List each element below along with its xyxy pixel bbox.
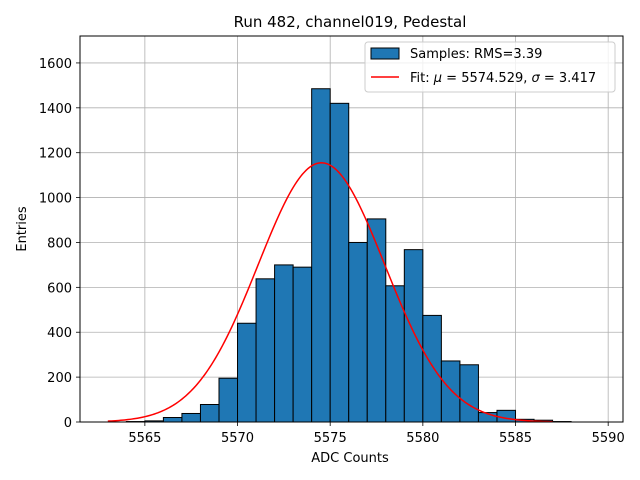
y-axis-label: Entries [15,206,30,252]
y-tick-label: 600 [47,281,72,296]
histogram-bar [218,377,239,423]
x-tick-label: 5570 [221,431,254,446]
x-tick-label: 5590 [592,431,625,446]
legend-fit-mu-symbol: μ [433,71,442,86]
y-tick-label: 0 [64,416,72,431]
histogram-bar [440,360,461,423]
axes-frame [79,35,624,423]
legend-fit-label: Fit: μ = 5574.529, σ = 3.417 [410,71,596,86]
histogram-bar [274,264,294,423]
gaussian-fit-curve [107,162,553,423]
histogram-bar [162,417,183,423]
y-tick-label: 1600 [39,57,72,72]
legend: Samples: RMS=3.39 Fit: μ = 5574.529, σ =… [364,41,616,93]
histogram-bar [366,218,387,423]
histogram-bar [199,403,220,423]
histogram-bars [125,88,572,423]
histogram-bar [403,249,424,423]
legend-samples-swatch [370,47,400,60]
legend-fit-prefix: Fit: [410,71,434,86]
histogram-bar [348,241,368,423]
y-tick-label: 200 [47,371,72,386]
y-tick-label: 400 [47,326,72,341]
histogram-bar [292,266,313,423]
x-axis-ticks: 5565 5570 5575 5580 5585 5590 [128,422,625,446]
histogram-bar [459,364,479,423]
legend-fit-sigma-symbol: σ [532,71,541,86]
legend-fit-mu-value: = 5574.529, [442,71,531,86]
grid-lines [80,36,623,423]
legend-fit-sigma-value: = 3.417 [540,71,596,86]
histogram-bar [237,322,257,423]
y-axis-ticks: 0 200 400 600 800 1000 1200 1400 1600 [39,57,80,431]
chart-title: Run 482, channel019, Pedestal [234,13,467,31]
y-tick-label: 1000 [39,192,72,207]
histogram-bar [422,314,442,423]
histogram-bar [255,278,276,423]
y-tick-label: 800 [47,236,72,251]
x-tick-label: 5575 [314,431,347,446]
x-tick-label: 5580 [406,431,439,446]
y-tick-label: 1200 [39,147,72,162]
histogram-bar [496,409,517,423]
histogram-bar [181,412,201,423]
legend-samples-label: Samples: RMS=3.39 [410,47,542,62]
x-tick-label: 5585 [499,431,532,446]
x-tick-label: 5565 [128,431,161,446]
legend-box [364,41,616,93]
histogram-bar [329,102,350,423]
x-axis-label: ADC Counts [311,451,389,466]
y-tick-label: 1400 [39,102,72,117]
histogram-bar [311,88,331,423]
